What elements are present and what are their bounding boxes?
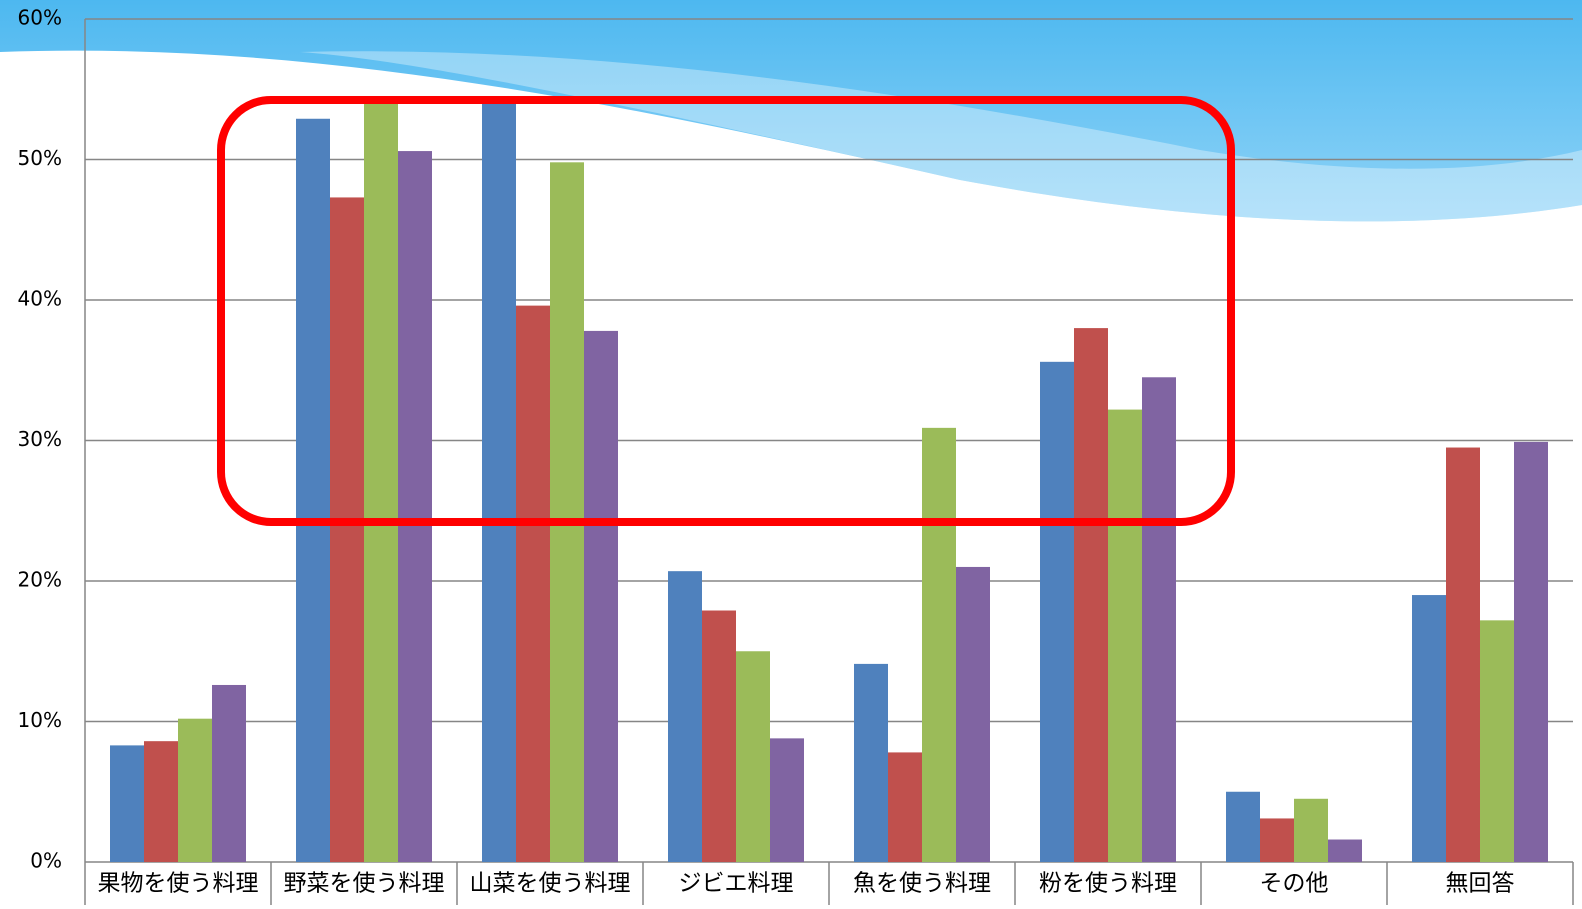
x-tick-label: 粉を使う料理: [1039, 871, 1177, 897]
bar: [702, 611, 736, 862]
bar: [770, 738, 804, 862]
bar: [212, 685, 246, 862]
bar: [330, 197, 364, 862]
bar: [1412, 595, 1446, 862]
x-tick-label: その他: [1260, 871, 1329, 897]
bar: [736, 651, 770, 862]
bar: [922, 428, 956, 862]
bar: [956, 567, 990, 862]
y-tick-label: 0%: [30, 849, 62, 873]
x-tick-label: ジビエ料理: [679, 871, 794, 897]
y-tick-label: 20%: [18, 568, 62, 592]
bar: [482, 103, 516, 862]
bar: [398, 151, 432, 862]
bar: [1142, 377, 1176, 862]
bar: [364, 103, 398, 862]
bar: [1514, 442, 1548, 862]
bar: [1074, 328, 1108, 862]
x-tick-label: 魚を使う料理: [853, 871, 991, 897]
bar: [854, 664, 888, 862]
x-tick-label: 野菜を使う料理: [284, 871, 445, 897]
x-tick-label: 果物を使う料理: [98, 871, 259, 897]
x-tick-label: 無回答: [1446, 871, 1515, 897]
bar: [516, 306, 550, 862]
chart: 0% 10% 20% 30% 40% 50% 60% 果物を使う料理野菜を使う料理山菜を使う料…: [0, 0, 1582, 905]
bar: [584, 331, 618, 862]
bar: [1108, 410, 1142, 862]
bar: [296, 119, 330, 862]
y-tick-label: 40%: [18, 287, 62, 311]
bar: [550, 162, 584, 862]
bar: [888, 752, 922, 862]
y-tick-label: 30%: [18, 427, 62, 451]
bar: [1260, 818, 1294, 862]
bar: [1294, 799, 1328, 862]
bar: [1328, 840, 1362, 862]
bar: [1040, 362, 1074, 862]
bar: [668, 571, 702, 862]
x-tick-label: 山菜を使う料理: [470, 871, 631, 897]
y-tick-label: 60%: [18, 6, 62, 30]
bar: [144, 741, 178, 862]
bar: [110, 745, 144, 862]
y-tick-label: 50%: [18, 146, 62, 170]
bar: [1480, 620, 1514, 862]
bar: [1226, 792, 1260, 862]
y-tick-label: 10%: [18, 708, 62, 732]
bar: [1446, 448, 1480, 862]
bar: [178, 719, 212, 862]
